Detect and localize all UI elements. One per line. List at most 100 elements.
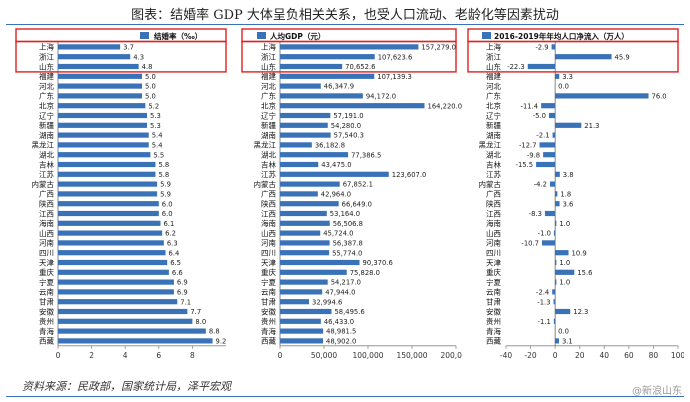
x-tick-label: 60: [624, 351, 634, 360]
bar: [280, 250, 330, 256]
category-label: 贵州: [261, 316, 276, 326]
data-label: -15.5: [516, 161, 534, 169]
category-label: 海南: [39, 218, 54, 228]
bar: [539, 142, 556, 148]
x-tick-label: 0: [553, 351, 558, 360]
bar: [58, 122, 148, 128]
data-label: -2.9: [535, 44, 548, 52]
bar: [551, 44, 556, 50]
bar: [280, 318, 321, 324]
bar: [280, 73, 375, 79]
category-label: 江西: [261, 209, 276, 218]
data-label: 8.8: [209, 328, 220, 336]
bar: [58, 201, 159, 207]
bar: [280, 210, 327, 217]
category-label: 广东: [261, 91, 276, 101]
bar: [552, 132, 556, 138]
bar: [58, 44, 121, 50]
bar: [555, 73, 560, 79]
category-label: 天津: [261, 258, 276, 267]
title-divider: [6, 24, 684, 25]
bar: [555, 191, 558, 197]
bar: [541, 240, 556, 246]
bar: [553, 318, 556, 324]
bar: [58, 132, 149, 138]
category-label: 湖北: [39, 151, 54, 160]
category-label: 甘肃: [261, 297, 276, 307]
data-label: 6.0: [162, 200, 173, 208]
category-label: 上海: [486, 42, 501, 52]
bar: [280, 63, 343, 70]
data-label: -2.4: [536, 289, 549, 297]
category-label: 重庆: [261, 267, 276, 277]
data-label: 5.5: [153, 151, 164, 159]
bar: [553, 230, 556, 236]
footer-divider: [6, 396, 684, 397]
category-label: 天津: [486, 258, 501, 267]
legend-swatch: [482, 32, 491, 39]
category-label: 辽宁: [486, 110, 501, 120]
data-label: 6.5: [170, 259, 181, 267]
highlight-box: [15, 40, 227, 73]
bar: [555, 122, 582, 128]
x-tick-label: 0: [278, 351, 283, 360]
category-label: 福建: [39, 71, 54, 81]
bar: [541, 103, 556, 109]
category-label: 浙江: [261, 52, 276, 62]
legend-label: 结婚率（‰）: [154, 31, 202, 41]
bar: [280, 161, 319, 168]
data-label: 53,164.0: [330, 210, 360, 218]
category-label: 青海: [39, 326, 54, 336]
category-label: 甘肃: [486, 297, 501, 307]
net-migration-chart: 2016-2019年年均人口净流入（万人） -40 -20 0 20 40 60 80 100 上…: [467, 28, 684, 360]
category-label: 陕西: [261, 199, 276, 209]
category-label: 海南: [261, 218, 276, 228]
bar: [58, 230, 163, 236]
data-label: 5.0: [145, 93, 156, 101]
data-label: 48,902.0: [326, 338, 356, 346]
data-label: 48,981.5: [326, 328, 356, 336]
category-label: 吉林: [261, 159, 276, 169]
watermark: @新浪山东: [632, 386, 682, 397]
bar: [553, 299, 556, 305]
source-note: 资料来源：民政部，国家统计局，泽平宏观: [22, 380, 231, 393]
category-label: 广西: [261, 189, 276, 199]
data-label: 45,724.0: [323, 230, 353, 238]
bar: [544, 210, 556, 217]
x-tick-label: 40: [600, 351, 610, 360]
category-label: 安徽: [261, 306, 276, 316]
category-label: 黑龙江: [254, 140, 277, 150]
category-label: 吉林: [486, 159, 501, 169]
legend-label: 2016-2019年年均人口净流入（万人）: [494, 31, 629, 41]
data-label: 5.9: [160, 191, 171, 199]
bar: [58, 54, 131, 60]
data-label: 4.3: [133, 53, 144, 61]
x-tick-label: 80: [649, 351, 659, 360]
data-label: 1.0: [559, 220, 570, 228]
data-label: 46,433.0: [324, 318, 354, 326]
data-label: 66,649.0: [342, 200, 372, 208]
bar: [549, 181, 556, 187]
data-label: 123,607.0: [392, 171, 427, 179]
data-label: 36,182.8: [315, 142, 345, 150]
category-label: 湖南: [39, 130, 54, 140]
data-label: 54,280.0: [331, 122, 361, 130]
bar: [58, 112, 148, 119]
category-label: 宁夏: [486, 277, 501, 287]
category-label: 西藏: [486, 336, 501, 346]
bar: [527, 63, 556, 70]
category-label: 湖南: [261, 130, 276, 140]
bar: [555, 308, 571, 315]
bar: [280, 83, 321, 89]
bar: [280, 299, 310, 305]
category-label: 天津: [39, 258, 54, 267]
category-label: 上海: [261, 42, 276, 52]
bar: [555, 259, 557, 266]
bar: [280, 201, 339, 207]
bar: [280, 152, 349, 158]
data-label: -4.2: [534, 181, 547, 189]
category-label: 黑龙江: [32, 140, 55, 150]
data-label: 0.0: [558, 328, 569, 336]
data-label: 94,172.0: [366, 93, 396, 101]
category-label: 辽宁: [39, 110, 54, 120]
